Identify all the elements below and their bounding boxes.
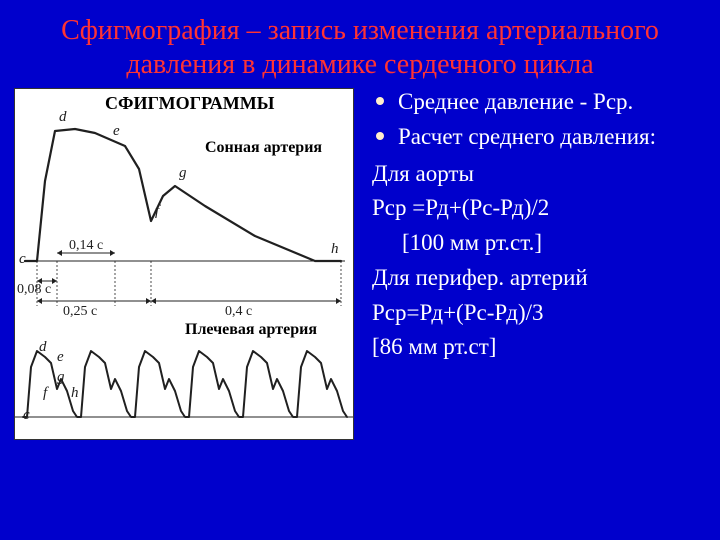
sphygmogram-figure: СФИГМОГРАММЫ cdefgh0,14 с0,08 с0,25 с0,4… [14,88,354,440]
bullet-text: Расчет среднего давления: [398,124,656,149]
svg-text:g: g [57,369,65,385]
brachial-label: Плечевая артерия [185,321,317,339]
bullet-icon [376,132,384,140]
slide-title: Сфигмография – запись изменения артериал… [20,14,700,81]
body-line: [100 мм рт.ст.] [372,229,706,258]
svg-text:g: g [179,165,187,181]
carotid-label: Сонная артерия [205,139,322,157]
body-line: Для аорты [372,160,706,189]
body-line: [86 мм рт.ст] [372,333,706,362]
svg-text:d: d [39,339,47,355]
bullet-icon [376,97,384,105]
svg-text:0,08 с: 0,08 с [17,282,51,297]
svg-text:c: c [23,407,30,423]
title-line2: давления в динамике сердечного цикла [20,48,700,82]
bullet-item: Среднее давление - Рср. [372,88,706,117]
body-line: Рср =Рд+(Рс-Рд)/2 [372,194,706,223]
svg-text:f: f [155,203,161,219]
svg-text:0,4 с: 0,4 с [225,304,252,319]
body-text: Для аорты Рср =Рд+(Рс-Рд)/2 [100 мм рт.ст.… [372,160,706,363]
svg-text:c: c [19,251,26,267]
bullet-list: Среднее давление - Рср. Расчет среднего д… [372,88,706,152]
bullet-item: Расчет среднего давления: [372,123,706,152]
svg-text:0,25 с: 0,25 с [63,304,97,319]
svg-text:e: e [57,349,64,365]
body-line: Для перифер. артерий [372,264,706,293]
svg-text:e: e [113,123,120,139]
svg-text:h: h [71,385,79,401]
brachial-curve: c de fgh [15,339,353,439]
svg-text:d: d [59,111,67,125]
bullet-text: Среднее давление - Рср. [398,89,633,114]
title-line1: Сфигмография – запись изменения артериал… [20,14,700,48]
svg-text:f: f [43,385,49,401]
svg-text:0,14 с: 0,14 с [69,238,103,253]
content-panel: Среднее давление - Рср. Расчет среднего д… [372,88,706,368]
body-line: Рср=Рд+(Рс-Рд)/3 [372,299,706,328]
svg-text:h: h [331,241,339,257]
